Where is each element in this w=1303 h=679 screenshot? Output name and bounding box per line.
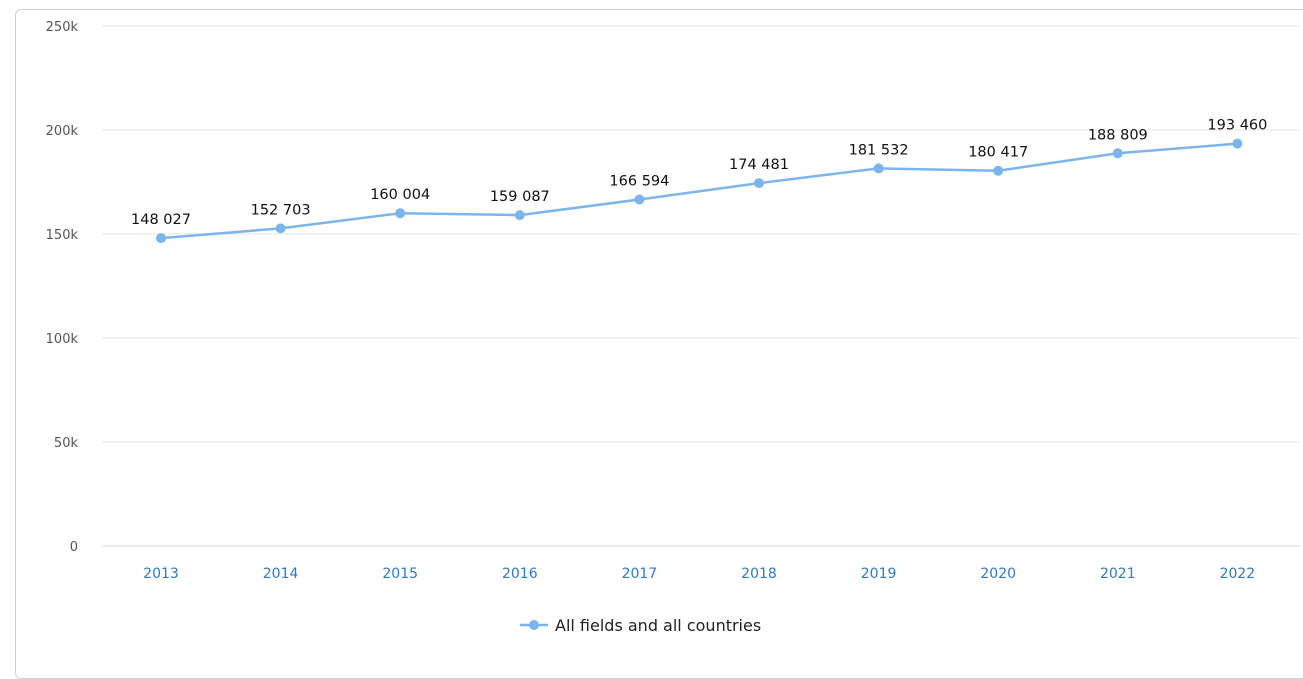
data-label: 180 417 [968, 145, 1028, 161]
data-label: 193 460 [1207, 118, 1267, 134]
data-label: 174 481 [729, 157, 789, 173]
y-tick-label: 200k [46, 124, 79, 139]
x-tick-label: 2022 [1220, 566, 1256, 582]
x-axis-ticks: 2013 2014 2015 2016 2017 2018 2019 2020 2021 2022 [143, 566, 1255, 582]
data-point[interactable] [1112, 148, 1123, 159]
data-label: 152 703 [251, 202, 311, 218]
data-point[interactable] [993, 165, 1004, 176]
legend-label: All fields and all countries [555, 616, 761, 635]
data-labels: 148 027 152 703 160 004 159 087 166 594 174 4… [131, 118, 1267, 229]
y-tick-label: 100k [46, 332, 79, 347]
x-tick-label: 2018 [741, 566, 777, 582]
series-all-fields-and-all-countries[interactable] [156, 138, 1243, 244]
data-point[interactable] [156, 233, 166, 244]
x-tick-label: 2014 [263, 566, 299, 582]
x-tick-label: 2019 [861, 566, 897, 582]
x-tick-label: 2020 [980, 566, 1016, 582]
data-label: 166 594 [609, 173, 669, 189]
legend[interactable]: All fields and all countries [520, 616, 761, 635]
y-axis-ticks: 0 50k 100k 150k 200k 250k [46, 20, 79, 555]
x-tick-label: 2017 [622, 566, 658, 582]
y-tick-label: 250k [46, 20, 79, 35]
gridlines [102, 25, 1300, 547]
y-tick-label: 150k [46, 228, 79, 243]
data-point[interactable] [275, 223, 286, 234]
legend-symbol-marker [529, 620, 539, 630]
x-tick-label: 2021 [1100, 566, 1136, 582]
data-label: 188 809 [1088, 127, 1148, 143]
data-label: 148 027 [131, 212, 191, 228]
x-tick-label: 2013 [143, 566, 179, 582]
data-point[interactable] [873, 163, 884, 174]
y-tick-label: 0 [70, 540, 78, 555]
data-label: 159 087 [490, 189, 550, 205]
y-tick-label: 50k [54, 436, 79, 451]
chart-container [15, 9, 1303, 679]
data-point[interactable] [1232, 138, 1243, 149]
series-line [160, 142, 1238, 240]
data-point[interactable] [395, 208, 406, 219]
data-label: 160 004 [370, 187, 430, 203]
data-point[interactable] [514, 210, 525, 221]
x-tick-label: 2016 [502, 566, 538, 582]
data-label: 181 532 [849, 142, 909, 158]
data-point[interactable] [754, 178, 764, 189]
x-tick-label: 2015 [382, 566, 418, 582]
data-point[interactable] [634, 194, 645, 205]
